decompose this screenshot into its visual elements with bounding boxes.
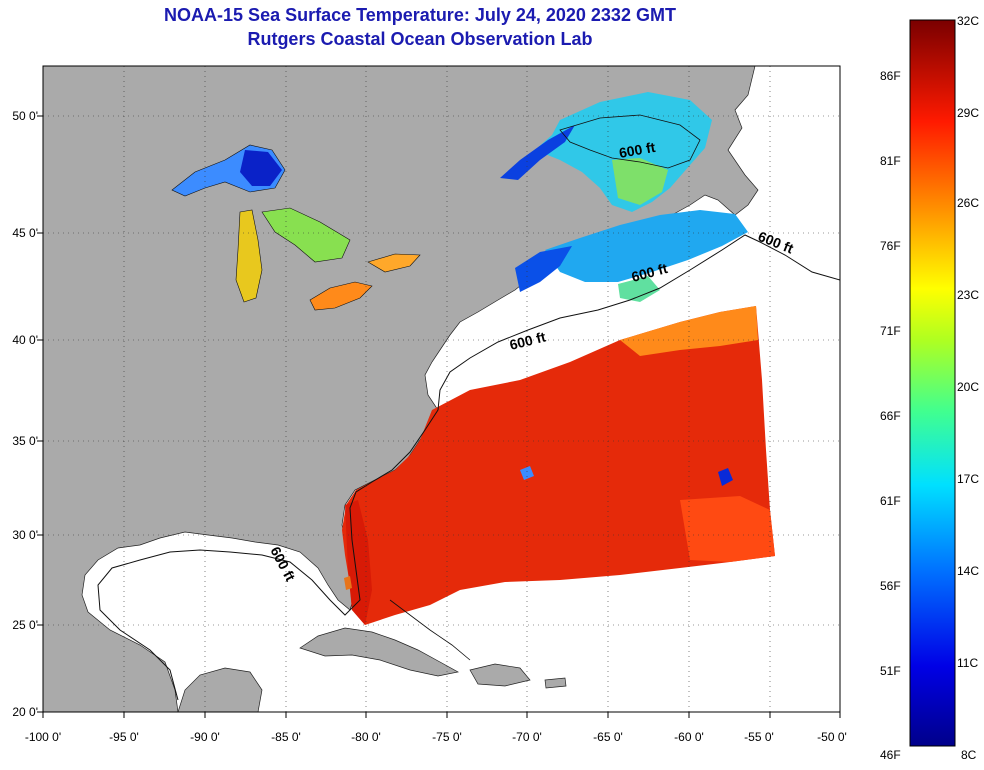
lon-tick-label: -70 0' (512, 730, 542, 744)
colorbar-label-c: 23C (957, 288, 980, 302)
lake-superior-cold (240, 150, 282, 186)
land-hispaniola (469, 663, 531, 687)
lon-tick-label: -60 0' (674, 730, 704, 744)
lon-tick-label: -65 0' (593, 730, 623, 744)
plot-frame (42, 65, 841, 713)
colorbar-label-f: 71F (880, 324, 901, 338)
lat-tick-label: 20 0' (12, 705, 38, 719)
colorbar-label-f: 66F (880, 409, 901, 423)
lon-tick-label: -75 0' (432, 730, 462, 744)
sst-gulf-stream-swath (342, 306, 775, 625)
colorbar-label-c: 11C (957, 656, 979, 670)
colorbar-label-f: 46F (880, 748, 901, 762)
land-cuba (299, 627, 460, 677)
lat-tick-label: 40 0' (12, 333, 38, 347)
lon-tick-label: -55 0' (744, 730, 774, 744)
land-yucatan (177, 667, 263, 712)
contour-label: 600 ft (618, 139, 657, 161)
sst-scotian-shelf (545, 210, 748, 282)
map-title: NOAA-15 Sea Surface Temperature: July 24… (164, 5, 676, 25)
lake-ontario (367, 253, 421, 273)
map-subtitle: Rutgers Coastal Ocean Observation Lab (247, 29, 593, 49)
lat-tick-label: 30 0' (12, 528, 38, 542)
sst-gulf-st-lawrence-warm (612, 158, 668, 205)
lake-michigan (235, 209, 263, 303)
colorbar-label-c: 26C (957, 196, 980, 210)
lon-tick-label: -80 0' (351, 730, 381, 744)
lat-tick-label: 50 0' (12, 109, 38, 123)
bathymetry-contour-bahamas (389, 599, 471, 661)
sst-cold-eddy (718, 468, 733, 486)
colorbar-label-f: 76F (880, 239, 901, 253)
sst-cold-patch (520, 466, 534, 480)
colorbar-label-f: 56F (880, 579, 901, 593)
sst-southern-swath (680, 496, 775, 562)
lat-tick-label: 25 0' (12, 618, 38, 632)
lon-tick-label: -100 0' (25, 730, 61, 744)
colorbar-label-c: 14C (957, 564, 980, 578)
lat-tick-label: 35 0' (12, 434, 38, 448)
colorbar-label-f: 81F (880, 154, 901, 168)
colorbar-label-f: 51F (880, 664, 901, 678)
colorbar (909, 19, 956, 747)
sst-gulf-of-maine (515, 246, 572, 292)
bathymetry-contour-600ft (97, 234, 840, 701)
sst-st-lawrence-estuary (500, 125, 575, 180)
land-puerto-rico (544, 677, 567, 689)
lon-tick-label: -95 0' (109, 730, 139, 744)
lon-tick-label: -90 0' (190, 730, 220, 744)
colorbar-label-c: 17C (957, 472, 980, 486)
colorbar-label-c: 32C (957, 14, 980, 28)
lon-tick-label: -50 0' (817, 730, 847, 744)
lat-tick-label: 45 0' (12, 226, 38, 240)
sst-florida-lake (344, 576, 352, 590)
axis-ticks (37, 115, 841, 718)
colorbar-label-c: 8C (961, 748, 977, 762)
sst-georges-bank (618, 276, 660, 302)
colorbar-label-c: 29C (957, 106, 980, 120)
colorbar-label-f: 86F (880, 69, 901, 83)
colorbar-label-f: 61F (880, 494, 901, 508)
lake-huron (261, 207, 351, 263)
colorbar-label-c: 20C (957, 380, 980, 394)
bathymetry-contour-gulf-st-lawrence (559, 114, 701, 169)
lon-tick-label: -85 0' (271, 730, 301, 744)
